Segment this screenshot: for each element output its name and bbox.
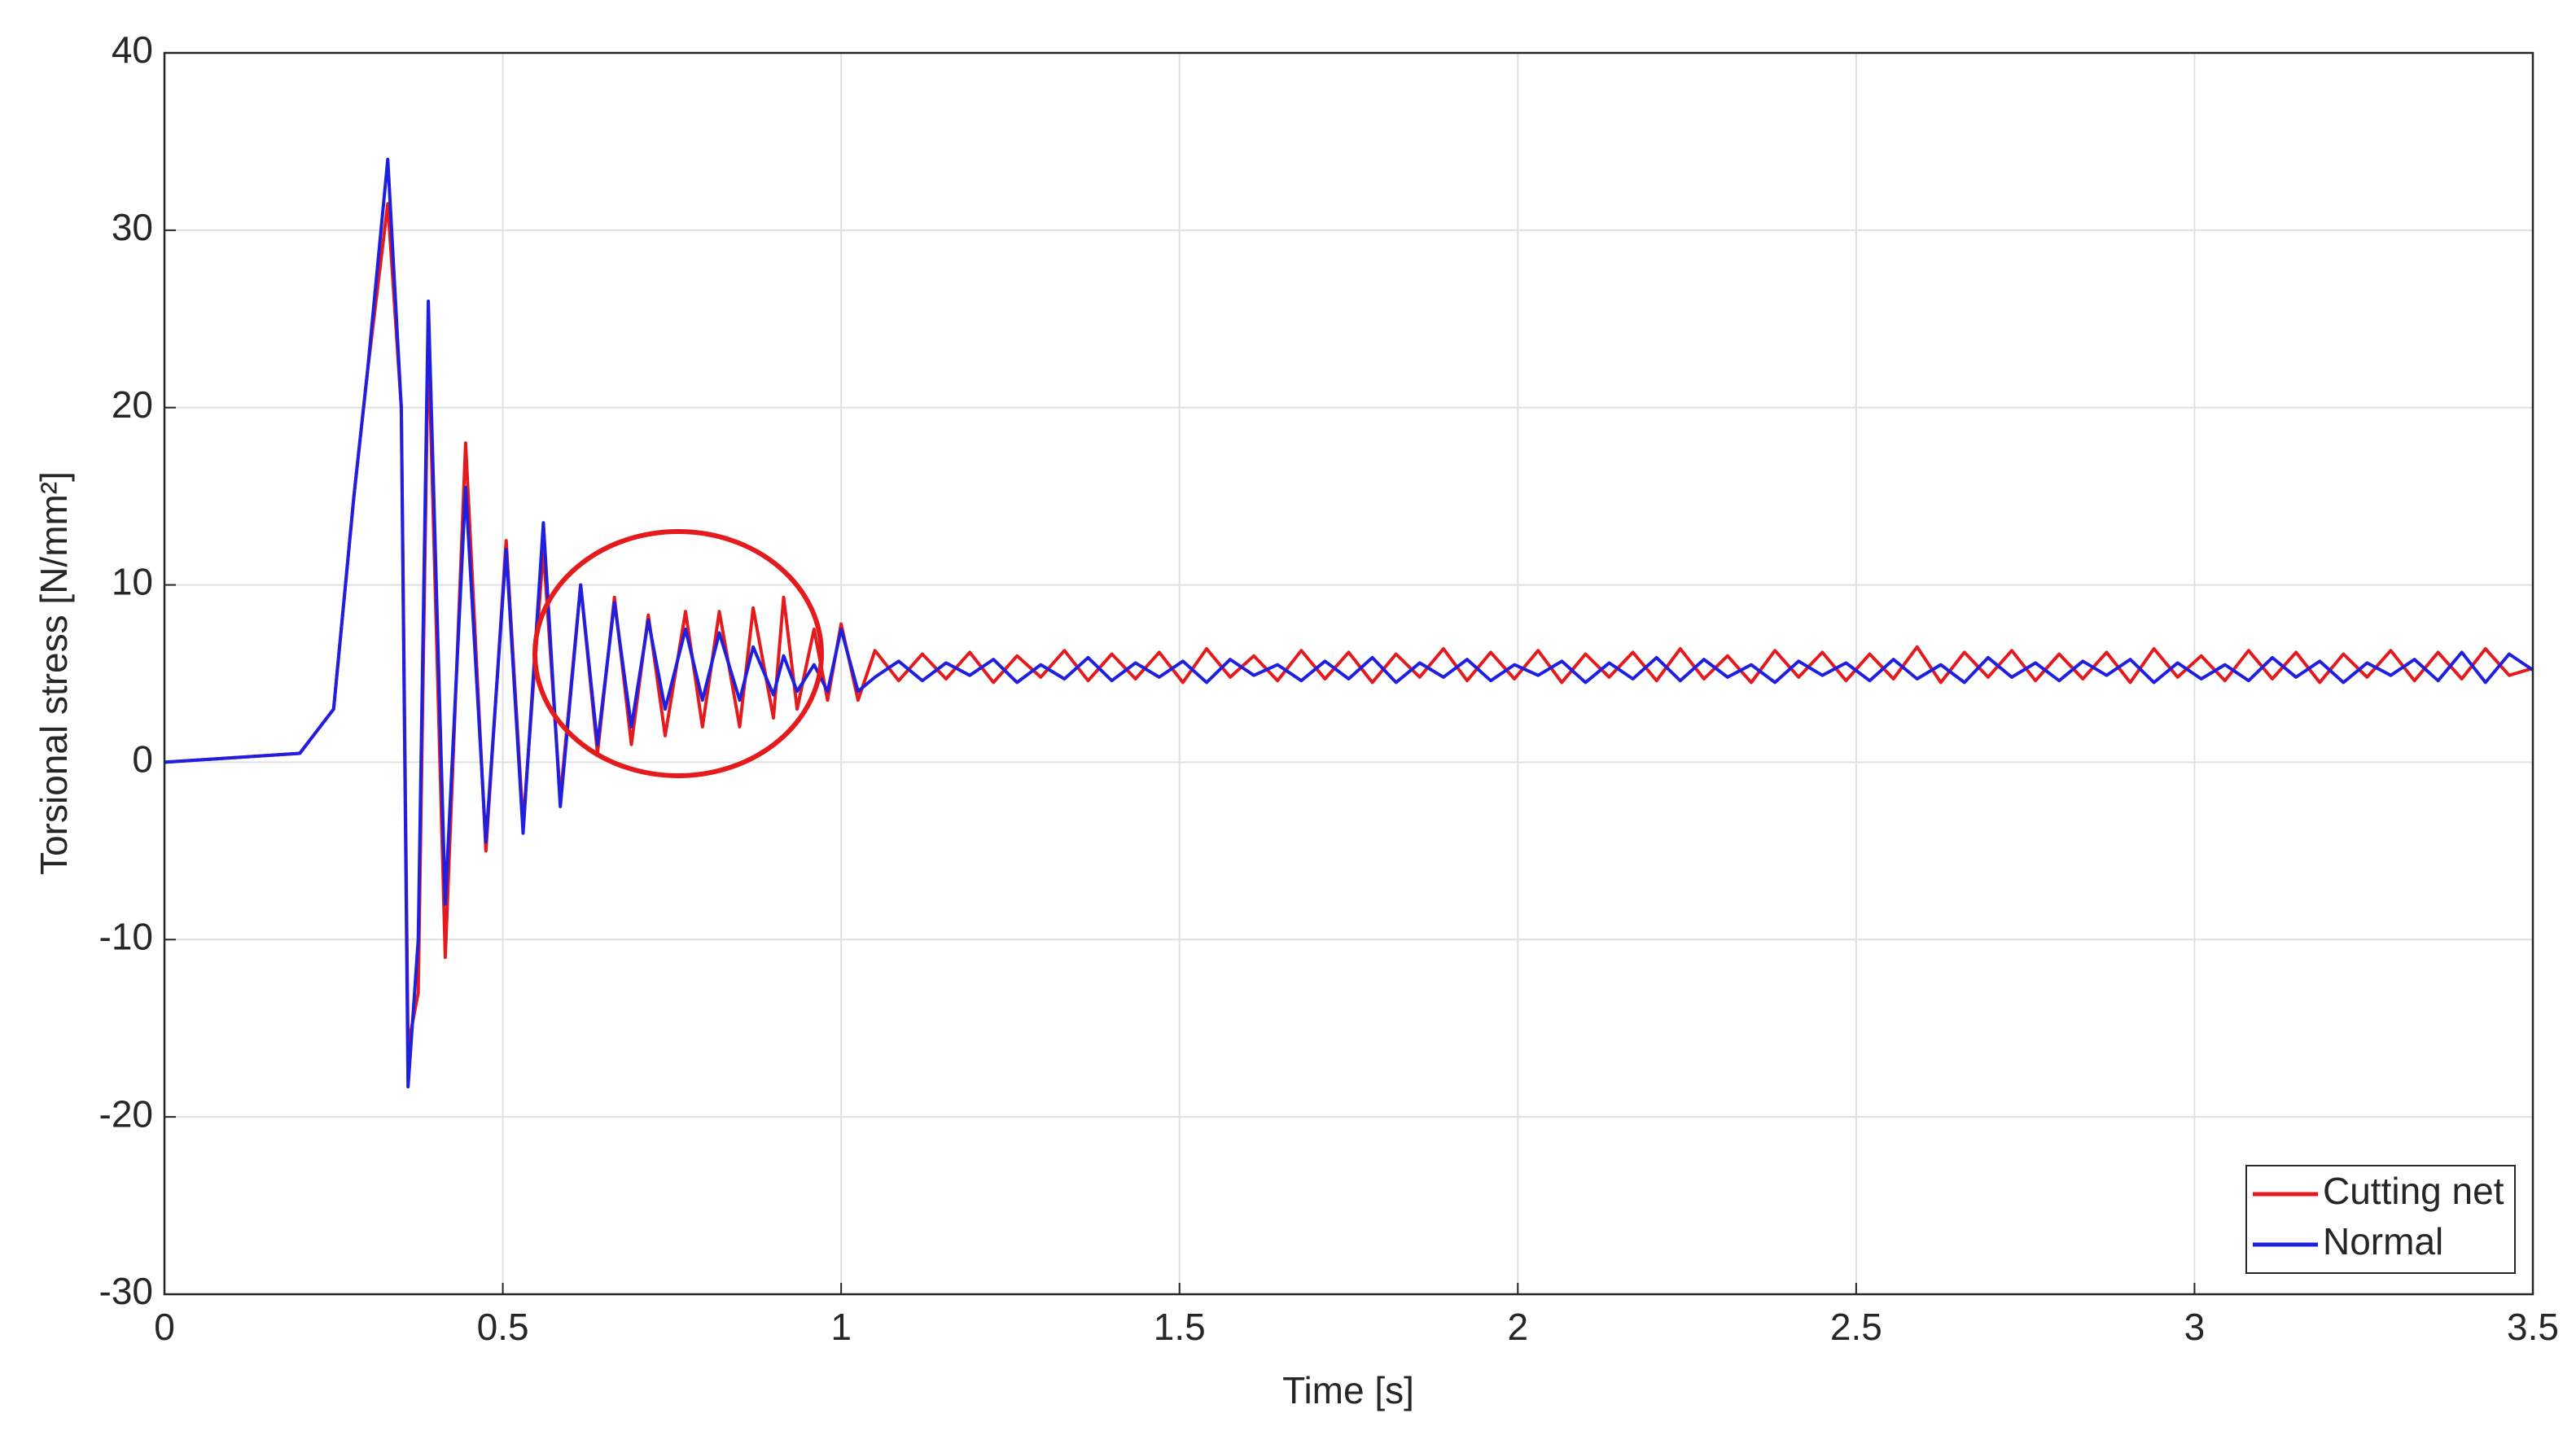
y-tick-label: -30 bbox=[99, 1270, 153, 1312]
legend: Cutting net Normal bbox=[2245, 1165, 2516, 1274]
x-tick-label: 3 bbox=[2184, 1306, 2206, 1348]
y-tick-label: 30 bbox=[112, 206, 153, 248]
x-tick-label: 2 bbox=[1507, 1306, 1528, 1348]
plot-area bbox=[164, 157, 2534, 1089]
y-tick-label: 10 bbox=[112, 561, 153, 603]
series-line bbox=[164, 157, 2534, 1089]
x-tick-label: 2.5 bbox=[1830, 1306, 1882, 1348]
y-tick-label: 20 bbox=[112, 383, 153, 426]
x-tick-label: 1.5 bbox=[1154, 1306, 1206, 1348]
y-tick-label: -10 bbox=[99, 915, 153, 957]
highlight-ellipse bbox=[532, 529, 824, 778]
legend-label: Cutting net bbox=[2323, 1170, 2504, 1212]
y-axis-label: Torsional stress [N/mm²] bbox=[33, 471, 75, 875]
y-tick-label: 0 bbox=[132, 738, 153, 781]
axes-frame bbox=[163, 51, 2534, 1296]
x-tick-label: 3.5 bbox=[2507, 1306, 2559, 1348]
y-tick-label: -20 bbox=[99, 1092, 153, 1135]
x-tick-label: 0.5 bbox=[477, 1306, 529, 1348]
x-tick-label: 1 bbox=[830, 1306, 852, 1348]
y-tick-label: 40 bbox=[112, 28, 153, 71]
legend-box bbox=[2245, 1165, 2516, 1274]
x-axis-label: Time [s] bbox=[1282, 1369, 1414, 1411]
legend-label: Normal bbox=[2323, 1220, 2443, 1263]
x-tick-label: 0 bbox=[154, 1306, 175, 1348]
